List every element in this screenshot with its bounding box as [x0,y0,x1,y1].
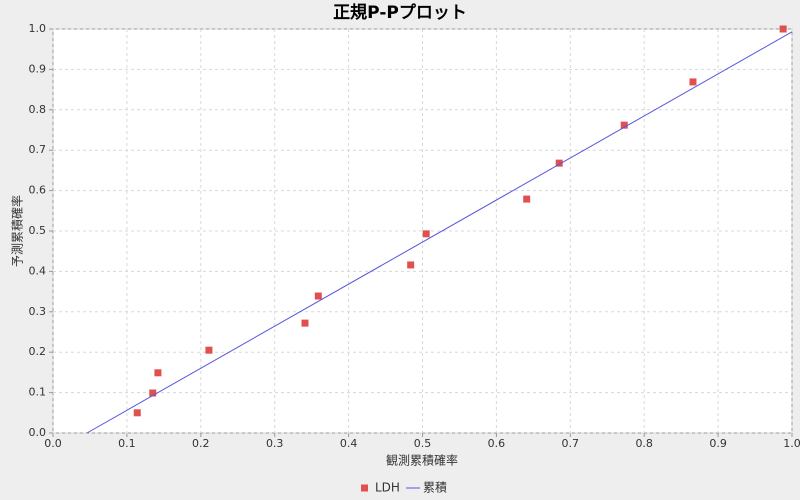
y-tick-label: 0.7 [29,143,47,156]
legend-label: LDH [375,481,400,495]
x-tick-label: 1.0 [783,437,800,450]
x-tick-label: 0.1 [118,437,136,450]
x-tick-label: 0.8 [635,437,653,450]
data-point [779,25,787,33]
y-tick-label: 1.0 [29,22,47,35]
data-point [555,159,563,167]
data-point [620,121,628,129]
x-tick-label: 0.4 [340,437,358,450]
y-tick-label: 0.3 [29,305,47,318]
y-tick-label: 0.5 [29,224,47,237]
data-point [149,389,157,397]
x-tick-label: 0.7 [562,437,580,450]
y-tick-label: 0.9 [29,62,47,75]
y-tick-label: 0.4 [29,264,47,277]
data-point [689,78,697,86]
x-axis-label: 観測累積確率 [386,453,458,468]
x-tick-label: 0.6 [488,437,506,450]
y-tick-label: 0.1 [29,386,47,399]
y-tick-label: 0.6 [29,184,47,197]
data-point [205,346,213,354]
reference-line [86,31,793,434]
y-tick-label: 0.2 [29,345,47,358]
x-tick-label: 0.2 [192,437,210,450]
chart-title: 正規P-Pプロット [333,2,467,23]
x-tick-label: 0.3 [266,437,284,450]
data-point [314,292,322,300]
legend-swatch [361,484,368,492]
data-point [133,409,141,417]
y-axis-label: 予測累積確率 [10,195,25,267]
legend-label: 累積 [423,480,447,495]
data-point [301,319,309,327]
data-point [523,195,531,203]
data-point [154,369,162,377]
y-tick-label: 0.8 [29,103,47,116]
x-tick-label: 0.9 [709,437,727,450]
data-point [422,230,430,238]
x-tick-label: 0.0 [44,437,62,450]
y-tick-label: 0.0 [29,426,47,439]
data-point [407,261,415,269]
x-tick-label: 0.5 [414,437,432,450]
